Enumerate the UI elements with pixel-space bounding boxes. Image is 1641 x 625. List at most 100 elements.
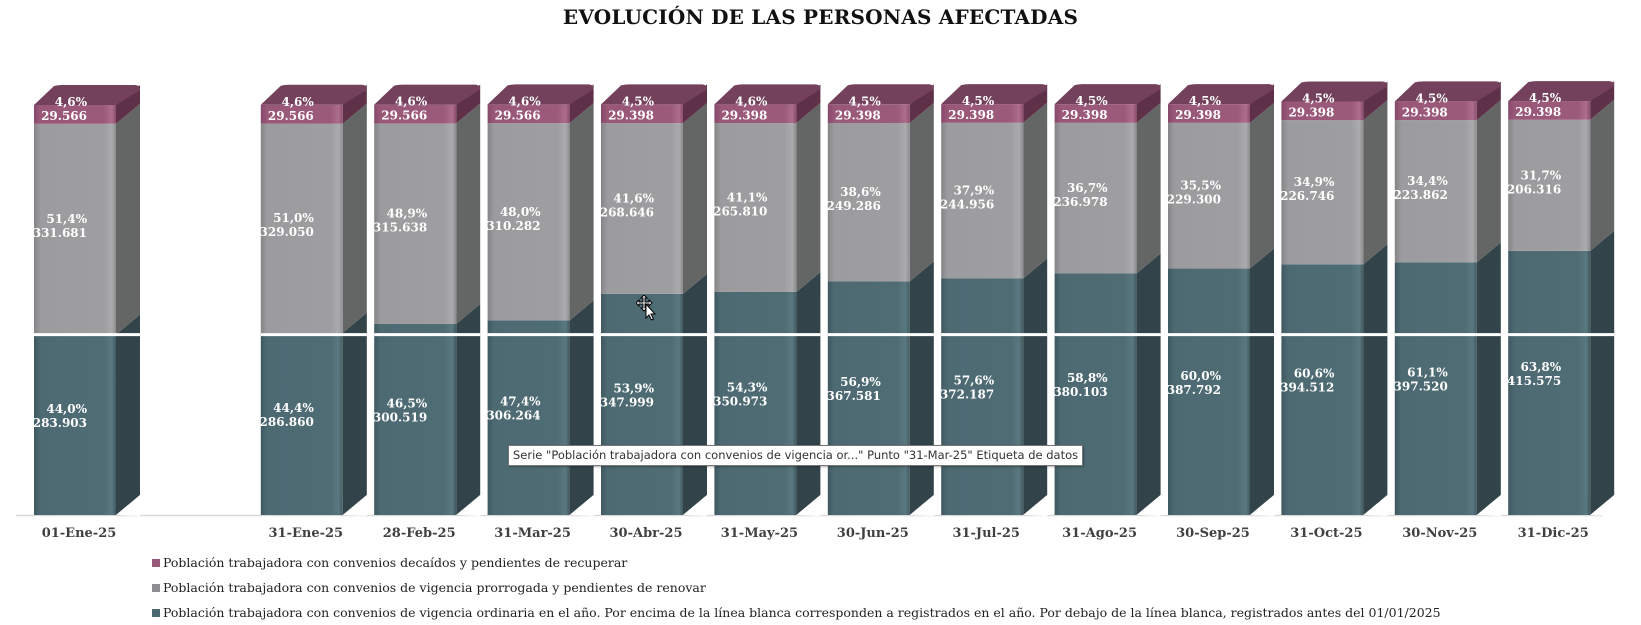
bar-segment-decaidos[interactable] [487,104,570,124]
bar-segment-decaidos[interactable] [374,104,457,124]
bar-segment-prorrogada[interactable] [1508,119,1591,251]
bar-base-mask [1250,495,1274,516]
bar-segment-ordinaria[interactable] [487,320,570,515]
percent-label-prorrogada: 37,9% [954,184,995,198]
bar-segment-prorrogada[interactable] [1054,122,1137,274]
bar-top-face [1168,84,1274,105]
move-cursor-icon [636,295,657,321]
bar-segment-decaidos[interactable] [34,105,116,124]
legend-label: Población trabajadora con convenios de v… [163,605,1441,620]
bar-segment-ordinaria[interactable] [1168,268,1250,515]
bar-segment-prorrogada[interactable] [374,123,457,325]
value-label-decaidos: 29.398 [1515,105,1561,119]
bar-segment-prorrogada[interactable] [260,123,343,333]
percent-label-decaidos: 4,5% [849,94,882,108]
legend-item-decaidos[interactable]: Población trabajadora con convenios deca… [152,550,1441,575]
value-label-decaidos: 29.398 [608,108,654,122]
bar-segment-decaidos[interactable] [714,104,797,124]
bar-segment-ordinaria[interactable] [1281,264,1364,515]
bar-side-ordinaria [796,271,821,515]
bar-segment-ordinaria[interactable] [1508,250,1591,515]
bar-segment-ordinaria[interactable] [374,324,457,515]
bar-segment-decaidos[interactable] [260,104,343,124]
bar-segment-ordinaria[interactable] [1054,273,1137,515]
bar-side-prorrogada [342,103,367,333]
bar-side-decaidos [456,84,481,124]
percent-label-prorrogada: 36,7% [1067,181,1108,195]
bar-segment-prorrogada[interactable] [487,123,570,321]
legend-item-ordinaria[interactable]: Población trabajadora con convenios de v… [152,600,1441,625]
bar-side-decaidos [1250,84,1274,123]
bar-segment-decaidos[interactable] [1054,104,1137,123]
bar-side-ordinaria [909,261,934,515]
percent-label-ordinaria: 47,4% [500,395,541,409]
bar-side-decaidos [1476,81,1501,121]
value-label-decaidos: 29.398 [948,108,994,122]
bar-side-ordinaria [1363,244,1388,515]
bar-side-decaidos [569,84,594,124]
legend-swatch-pink [152,558,160,567]
value-label-prorrogada: 249.286 [827,199,881,213]
bar-segment-prorrogada[interactable] [714,123,797,292]
bar-side-ordinaria [683,273,707,515]
bar-side-ordinaria [1250,248,1274,515]
bar-side-prorrogada [1023,102,1048,279]
bar-base-mask [569,495,594,516]
percent-label-ordinaria: 60,0% [1180,369,1221,383]
percent-label-prorrogada: 41,6% [613,191,654,205]
value-label-prorrogada: 236.978 [1053,195,1107,209]
bar-segment-ordinaria[interactable] [260,332,343,515]
bar-segment-ordinaria[interactable] [1394,262,1477,515]
percent-label-prorrogada: 48,9% [387,207,428,221]
bar-segment-decaidos[interactable] [1394,101,1477,121]
bar-segment-prorrogada[interactable] [34,123,116,335]
percent-label-decaidos: 4,5% [1529,91,1562,105]
bar-side-prorrogada [1363,100,1388,265]
percent-label-prorrogada: 51,4% [46,212,87,226]
value-label-ordinaria: 286.860 [260,415,314,429]
percent-label-ordinaria: 44,0% [46,402,87,416]
percent-label-decaidos: 4,5% [1189,94,1222,108]
value-label-prorrogada: 229.300 [1167,193,1221,207]
bar-side-decaidos [683,84,707,124]
bar-side-prorrogada [569,103,594,321]
percent-label-ordinaria: 58,8% [1067,371,1108,385]
bar-segment-decaidos[interactable] [601,104,683,124]
bar-segment-decaidos[interactable] [941,104,1024,123]
value-label-prorrogada: 329.050 [260,225,314,239]
bar-segment-prorrogada[interactable] [601,123,683,294]
bar-side-prorrogada [1590,99,1615,251]
bar-top-face [827,84,934,105]
bar-segment-prorrogada[interactable] [941,122,1024,279]
bar-side-ordinaria [1023,258,1048,515]
bar-segment-prorrogada[interactable] [1168,122,1250,269]
bar-side-decaidos [1136,84,1161,123]
x-tick-label: 31-May-25 [721,526,798,541]
bar-segment-decaidos[interactable] [1508,101,1591,120]
bar-segment-prorrogada[interactable] [1281,120,1364,265]
bar-segment-ordinaria[interactable] [34,334,116,515]
bar-segment-ordinaria[interactable] [827,281,910,515]
bar-segment-decaidos[interactable] [1168,104,1250,123]
bar-segment-decaidos[interactable] [1281,101,1364,121]
percent-label-decaidos: 4,6% [508,94,541,108]
bar-side-decaidos [796,84,821,124]
data-labels-group: 44,0%283.90351,4%331.6814,6%29.56644,4%2… [33,91,1562,430]
bar-segment-ordinaria[interactable] [714,291,797,515]
bar-side-prorrogada [1250,102,1274,269]
bar-top-face [714,84,821,105]
bar-segment-ordinaria[interactable] [941,278,1024,515]
bar-segment-prorrogada[interactable] [1394,120,1477,263]
bar-segment-prorrogada[interactable] [827,122,910,282]
percent-label-prorrogada: 34,9% [1294,175,1335,189]
bar-segment-decaidos[interactable] [827,104,910,123]
x-tick-label: 31-Oct-25 [1290,526,1362,541]
bar-base-mask [456,495,481,516]
bar-segment-ordinaria[interactable] [601,293,683,515]
legend: Población trabajadora con convenios deca… [152,550,1441,625]
percent-label-prorrogada: 41,1% [727,190,768,204]
legend-item-prorrogada[interactable]: Población trabajadora con convenios de v… [152,575,1441,600]
value-label-ordinaria: 415.575 [1507,374,1561,388]
x-tick-label: 31-Jul-25 [952,526,1020,541]
percent-label-prorrogada: 34,4% [1407,174,1448,188]
